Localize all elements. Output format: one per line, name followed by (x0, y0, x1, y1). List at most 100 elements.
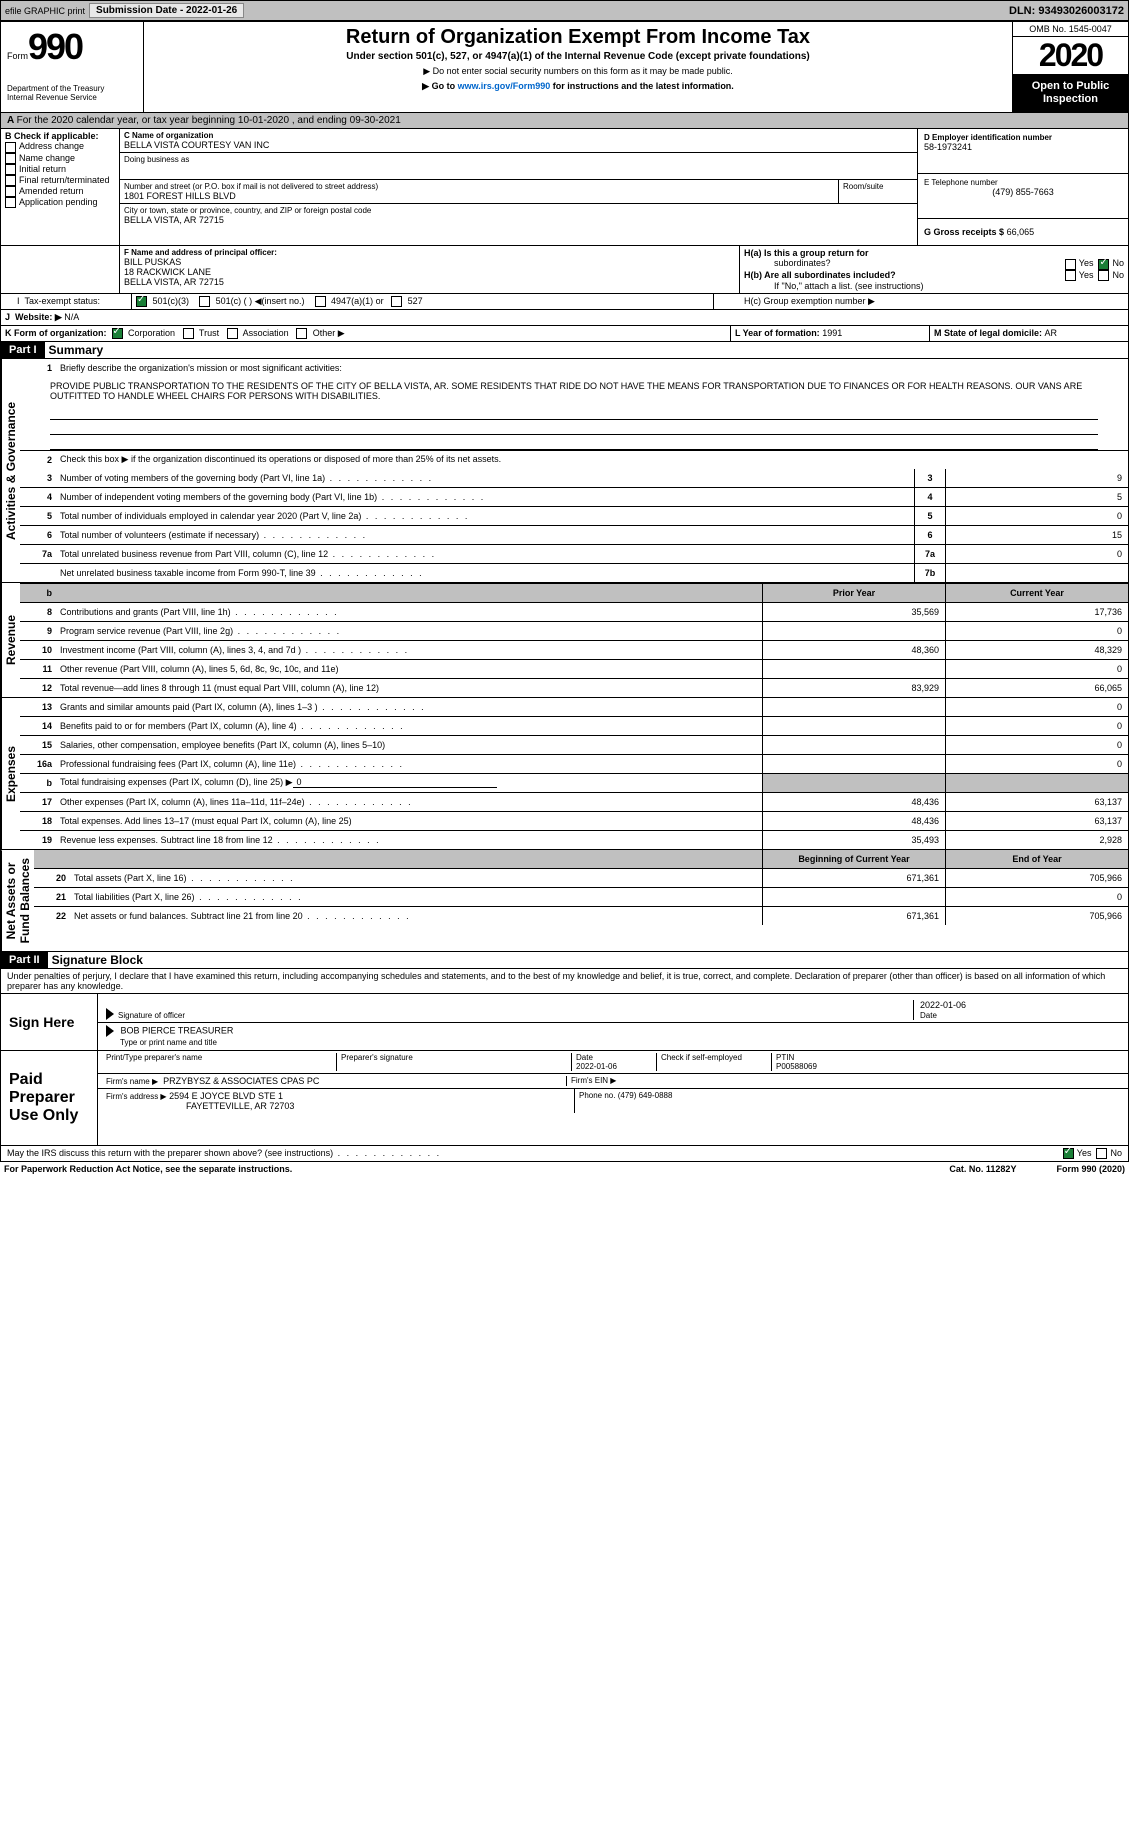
line4-label: Number of independent voting members of … (56, 492, 914, 502)
hb-yesno: Yes No (1065, 270, 1124, 281)
checkbox-final[interactable]: Final return/terminated (5, 175, 115, 186)
checkbox-4947[interactable] (315, 296, 326, 307)
website-label: J Website: ▶ (5, 312, 62, 322)
part-ii-header: Part II (1, 952, 48, 968)
form-number: 990 (28, 26, 82, 67)
prep-sig-label: Preparer's signature (336, 1053, 571, 1071)
form-label: Form (7, 51, 28, 61)
line19-label: Revenue less expenses. Subtract line 18 … (56, 835, 762, 845)
line8-prior: 35,569 (762, 603, 945, 621)
line14-label: Benefits paid to or for members (Part IX… (56, 721, 762, 731)
line17-label: Other expenses (Part IX, column (A), lin… (56, 797, 762, 807)
city-label: City or town, state or province, country… (124, 206, 913, 215)
footer-left: For Paperwork Reduction Act Notice, see … (4, 1164, 292, 1174)
line7a-value: 0 (945, 545, 1128, 563)
k-label: K Form of organization: (5, 328, 107, 338)
current-year-header: Current Year (945, 584, 1128, 602)
form990-link[interactable]: www.irs.gov/Form990 (458, 81, 551, 91)
firm-name-label: Firm's name ▶ (106, 1077, 158, 1086)
line18-curr: 63,137 (945, 812, 1128, 830)
discuss-label: May the IRS discuss this return with the… (7, 1148, 441, 1159)
line16b-label: Total fundraising expenses (Part IX, col… (56, 777, 762, 788)
ein-label: D Employer identification number (924, 133, 1122, 142)
line8-label: Contributions and grants (Part VIII, lin… (56, 607, 762, 617)
city-state-zip: BELLA VISTA, AR 72715 (124, 215, 913, 225)
footer-cat: Cat. No. 11282Y (949, 1164, 1016, 1174)
line13-label: Grants and similar amounts paid (Part IX… (56, 702, 762, 712)
type-name-label: Type or print name and title (106, 1038, 217, 1047)
line9-label: Program service revenue (Part VIII, line… (56, 626, 762, 636)
officer-signed-name: BOB PIERCE TREASURER (121, 1026, 234, 1036)
form-title: Return of Organization Exempt From Incom… (152, 26, 1004, 49)
arrow-icon (106, 1025, 114, 1037)
firm-name: PRZYBYSZ & ASSOCIATES CPAS PC (163, 1076, 319, 1086)
dln-label: DLN: 93493026003172 (1009, 5, 1124, 17)
tax-exempt-label: I Tax-exempt status: (1, 294, 132, 309)
checkbox-address[interactable]: Address change (5, 141, 115, 152)
line7a-label: Total unrelated business revenue from Pa… (56, 549, 914, 559)
firm-addr1: 2594 E JOYCE BLVD STE 1 (169, 1091, 283, 1101)
gross-label: G Gross receipts $ (924, 227, 1004, 237)
checkbox-trust[interactable] (183, 328, 194, 339)
tab-net-assets: Net Assets or Fund Balances (1, 850, 34, 951)
suite-label: Room/suite (838, 180, 917, 203)
sig-officer-label: Signature of officer (118, 1011, 913, 1020)
hb-note: If "No," attach a list. (see instruction… (744, 281, 1124, 291)
section-a: A For the 2020 calendar year, or tax yea… (0, 113, 1129, 129)
website-value: N/A (64, 312, 79, 322)
firm-addr-label: Firm's address ▶ (106, 1092, 167, 1101)
part-i-header: Part I (1, 342, 45, 358)
l-value: 1991 (822, 328, 842, 338)
mission-text: PROVIDE PUBLIC TRANSPORTATION TO THE RES… (20, 377, 1128, 405)
line22-curr: 705,966 (945, 907, 1128, 925)
dba-label: Doing business as (124, 155, 913, 164)
checkbox-initial[interactable]: Initial return (5, 164, 115, 175)
line9-prior (762, 622, 945, 640)
checkbox-other[interactable] (296, 328, 307, 339)
ptin: PTINP00588069 (771, 1053, 1120, 1071)
line6-label: Total number of volunteers (estimate if … (56, 530, 914, 540)
checkbox-assoc[interactable] (227, 328, 238, 339)
checkbox-527[interactable] (391, 296, 402, 307)
line11-curr: 0 (945, 660, 1128, 678)
line14-curr: 0 (945, 717, 1128, 735)
efile-label: efile GRAPHIC print (5, 6, 85, 16)
inspection-badge: Open to PublicInspection (1013, 74, 1128, 112)
declaration-text: Under penalties of perjury, I declare th… (0, 969, 1129, 994)
line21-prior (762, 888, 945, 906)
checkbox-pending[interactable]: Application pending (5, 197, 115, 208)
checkbox-501c[interactable] (199, 296, 210, 307)
ein-value: 58-1973241 (924, 142, 1122, 152)
line8-curr: 17,736 (945, 603, 1128, 621)
end-year-header: End of Year (945, 850, 1128, 868)
line16a-label: Professional fundraising fees (Part IX, … (56, 759, 762, 769)
checkbox-501c3[interactable] (136, 296, 147, 307)
line16a-curr: 0 (945, 755, 1128, 773)
officer-name: BILL PUSKAS (124, 257, 735, 267)
sign-here-label: Sign Here (1, 994, 98, 1050)
ha-label: H(a) Is this a group return for (744, 248, 869, 258)
beg-year-header: Beginning of Current Year (762, 850, 945, 868)
line12-curr: 66,065 (945, 679, 1128, 697)
checkbox-corp[interactable] (112, 328, 123, 339)
line1-label: Briefly describe the organization's miss… (56, 363, 1128, 373)
line10-curr: 48,329 (945, 641, 1128, 659)
line19-curr: 2,928 (945, 831, 1128, 849)
officer-addr2: BELLA VISTA, AR 72715 (124, 277, 735, 287)
line20-prior: 671,361 (762, 869, 945, 887)
irs-label: Internal Revenue Service (7, 93, 137, 102)
line15-label: Salaries, other compensation, employee b… (56, 740, 762, 750)
line2-label: Check this box ▶ if the organization dis… (56, 454, 1128, 465)
tax-year: 2020 (1013, 37, 1128, 74)
line15-curr: 0 (945, 736, 1128, 754)
checkbox-name[interactable]: Name change (5, 153, 115, 164)
line9-curr: 0 (945, 622, 1128, 640)
ha-yesno: Yes No (1065, 258, 1124, 269)
line12-label: Total revenue—add lines 8 through 11 (mu… (56, 683, 762, 693)
line18-prior: 48,436 (762, 812, 945, 830)
line21-label: Total liabilities (Part X, line 26) (70, 892, 762, 902)
line7b-label: Net unrelated business taxable income fr… (56, 568, 914, 578)
submission-date-button[interactable]: Submission Date - 2022-01-26 (89, 3, 244, 18)
org-name-label: C Name of organization (124, 131, 913, 140)
checkbox-amended[interactable]: Amended return (5, 186, 115, 197)
